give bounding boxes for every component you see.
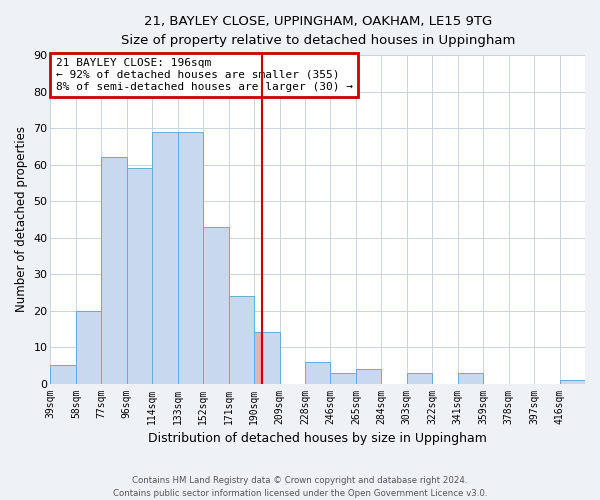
Y-axis label: Number of detached properties: Number of detached properties — [15, 126, 28, 312]
Bar — [127, 168, 152, 384]
Bar — [262, 332, 280, 384]
Bar — [203, 226, 229, 384]
Bar — [305, 362, 331, 384]
Bar — [331, 372, 356, 384]
X-axis label: Distribution of detached houses by size in Uppingham: Distribution of detached houses by size … — [148, 432, 487, 445]
Bar — [560, 380, 585, 384]
Bar — [152, 132, 178, 384]
Bar — [50, 366, 76, 384]
Bar — [178, 132, 203, 384]
Bar — [76, 310, 101, 384]
Bar — [229, 296, 254, 384]
Bar — [356, 369, 382, 384]
Text: 21 BAYLEY CLOSE: 196sqm
← 92% of detached houses are smaller (355)
8% of semi-de: 21 BAYLEY CLOSE: 196sqm ← 92% of detache… — [56, 58, 353, 92]
Bar — [407, 372, 432, 384]
Bar — [458, 372, 483, 384]
Title: 21, BAYLEY CLOSE, UPPINGHAM, OAKHAM, LE15 9TG
Size of property relative to detac: 21, BAYLEY CLOSE, UPPINGHAM, OAKHAM, LE1… — [121, 15, 515, 47]
Text: Contains HM Land Registry data © Crown copyright and database right 2024.
Contai: Contains HM Land Registry data © Crown c… — [113, 476, 487, 498]
Bar — [254, 332, 262, 384]
Bar — [101, 158, 127, 384]
